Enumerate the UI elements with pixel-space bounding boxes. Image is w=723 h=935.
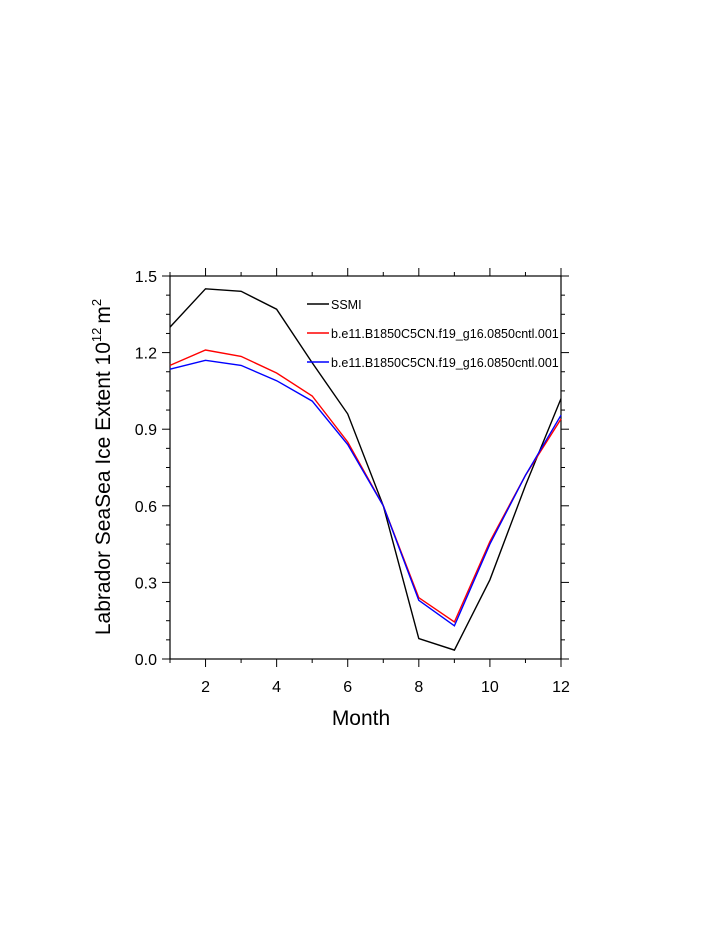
- legend: SSMI b.e11.B1850C5CN.f19_g16.0850cntl.001…: [307, 298, 559, 370]
- y-tick-labels: 0.0 0.3 0.6 0.9 1.2 1.5: [135, 269, 157, 669]
- y-tick-label: 1.2: [135, 346, 157, 363]
- legend-entry: SSMI: [331, 298, 362, 312]
- x-tick-label: 10: [481, 679, 499, 696]
- legend-entry: b.e11.B1850C5CN.f19_g16.0850cntl.001: [331, 356, 559, 370]
- y-axis-label: Labrador SeaSea Ice Extent 1012 m2: [89, 299, 115, 635]
- x-tick-label: 4: [272, 679, 281, 696]
- legend-entry: b.e11.B1850C5CN.f19_g16.0850cntl.001: [331, 327, 559, 341]
- y-tick-label: 0.9: [135, 422, 157, 439]
- y-axis-label-main: Labrador SeaSea Ice Extent 10: [92, 342, 115, 635]
- y-tick-label: 1.5: [135, 269, 157, 286]
- tick-marks: [162, 268, 569, 667]
- y-axis-label-unit-exponent: 2: [89, 299, 104, 306]
- x-tick-label: 2: [201, 679, 210, 696]
- x-tick-labels: 2 4 6 8 10 12: [201, 679, 570, 696]
- y-tick-label: 0.3: [135, 575, 157, 592]
- y-tick-label: 0.6: [135, 499, 157, 516]
- y-tick-label: 0.0: [135, 652, 157, 669]
- y-axis-label-exponent: 12: [89, 328, 104, 342]
- series-line-3: [169, 359, 562, 627]
- x-tick-label: 8: [414, 679, 423, 696]
- x-axis-label: Month: [332, 707, 390, 730]
- x-tick-label: 6: [343, 679, 352, 696]
- series-lines: [169, 288, 562, 651]
- series-line-1: [169, 288, 562, 651]
- x-tick-label: 12: [552, 679, 570, 696]
- series-line-2: [169, 349, 562, 624]
- y-axis-label-unit: m: [92, 306, 115, 324]
